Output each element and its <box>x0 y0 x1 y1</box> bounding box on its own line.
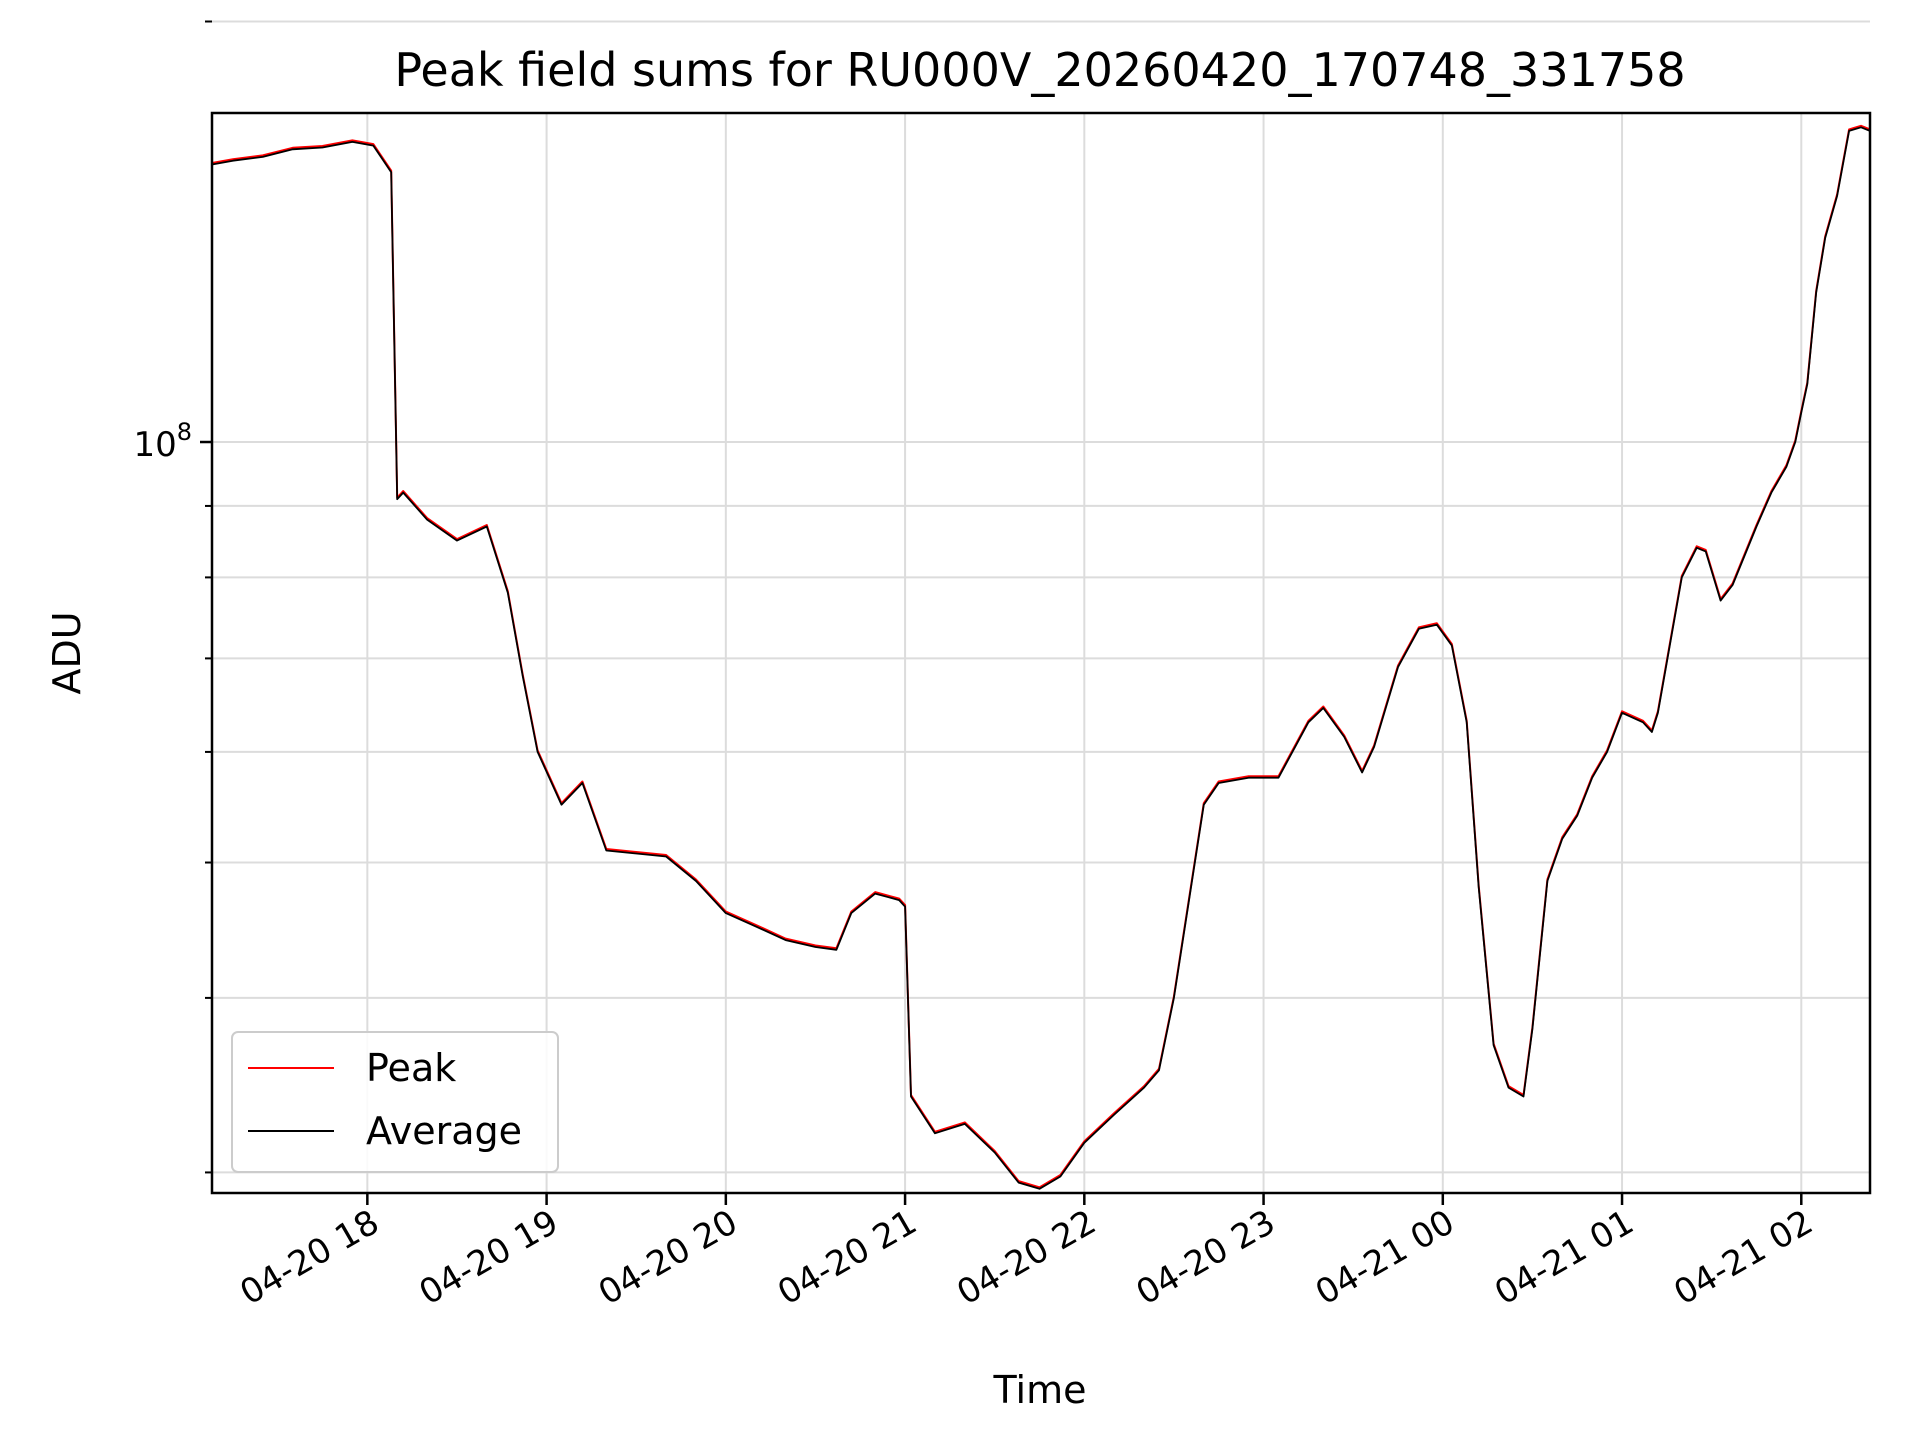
y-axis-label: ADU <box>45 611 89 694</box>
grid-lines <box>212 20 1870 1193</box>
chart-title: Peak field sums for RU000V_20260420_1707… <box>394 43 1685 97</box>
y-axis-ticks: 108 <box>133 20 212 1174</box>
x-axis-label: Time <box>993 1368 1087 1412</box>
series-line-average <box>211 126 1871 1190</box>
plot-series <box>211 124 1871 1190</box>
y-tick-label: 108 <box>133 418 192 465</box>
legend: Peak Average <box>231 1031 559 1173</box>
legend-label-average: Average <box>366 1109 522 1153</box>
legend-label-peak: Peak <box>366 1046 456 1090</box>
plot-frame <box>210 111 1872 1195</box>
